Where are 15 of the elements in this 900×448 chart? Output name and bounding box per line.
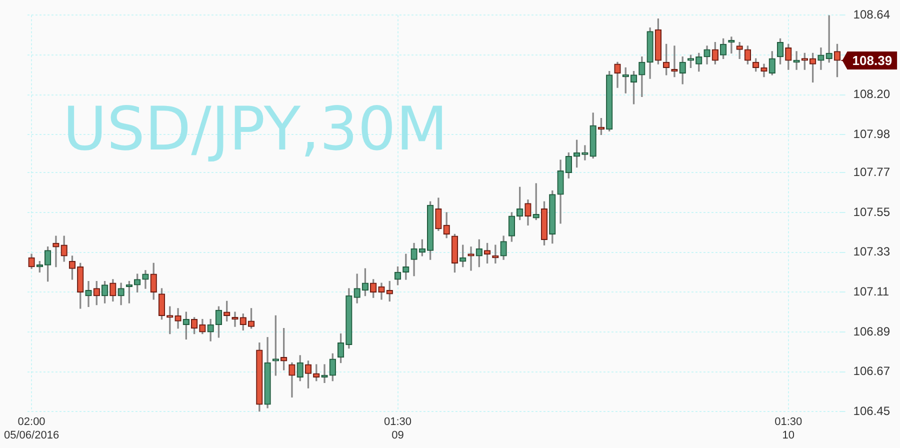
y-tick-label: 106.67: [853, 364, 890, 378]
y-tick-label: 108.20: [853, 87, 890, 102]
y-tick-label: 107.33: [853, 244, 890, 259]
text: USD/JPY,30M: [62, 94, 448, 165]
y-tick-label: 106.45: [853, 404, 890, 418]
ref-line-label: 108.39: [852, 53, 892, 68]
y-tick-label: 107.55: [853, 204, 890, 219]
y-tick-label: 108.64: [853, 8, 890, 22]
y-tick-label: 106.89: [853, 324, 890, 338]
y-tick-label: 107.77: [853, 164, 890, 179]
x-tick-label: 01:30 10: [774, 416, 802, 442]
x-tick-label: 01:30 09: [384, 416, 412, 442]
y-tick-label: 107.98: [853, 126, 890, 141]
x-tick-label: 02:00 05/06/2016: [4, 416, 60, 442]
y-tick-label: 107.11: [853, 284, 890, 298]
